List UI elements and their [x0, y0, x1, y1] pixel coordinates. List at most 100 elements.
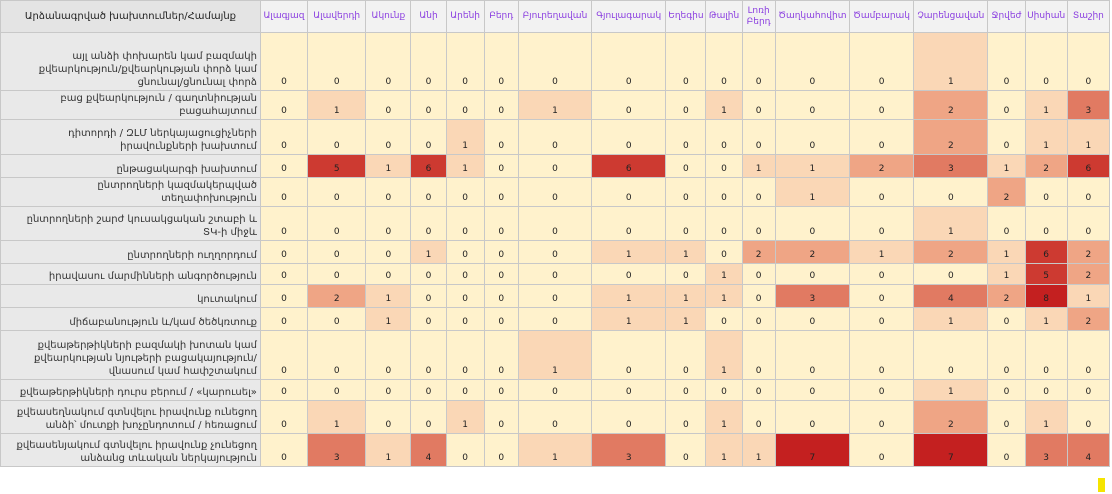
value-cell: 0 [517, 263, 593, 285]
value-cell: 0 [848, 90, 915, 120]
column-header[interactable]: Եղեգիս [665, 0, 707, 33]
value-cell: 0 [1066, 330, 1111, 380]
value-cell: 1 [913, 32, 989, 91]
value-cell: 0 [483, 307, 519, 331]
value-cell: 0 [410, 400, 447, 434]
value-cell: 0 [1066, 32, 1111, 91]
table-row: ընտրողների շարժ կուսակցական շտաբի և ՏԿ-ի… [0, 206, 1111, 241]
value-cell: 2 [848, 154, 915, 178]
row-label: ընտրողների ուղղորդում [0, 240, 261, 264]
value-cell: 6 [1066, 154, 1111, 178]
value-cell: 0 [410, 284, 447, 308]
value-cell: 2 [913, 90, 989, 120]
value-cell: 0 [1024, 330, 1068, 380]
column-header[interactable]: Ալավերդի [307, 0, 367, 33]
value-cell: 0 [665, 400, 707, 434]
column-header[interactable]: Սիսիան [1024, 0, 1068, 33]
value-cell: 0 [365, 90, 412, 120]
column-header[interactable]: Բյուրեղավան [517, 0, 593, 33]
table-row: կուտակում 0 2 1 0 0 0 0 1 1 1 0 3 0 4 2 8 1 [0, 284, 1111, 308]
table-row: միճաբանություն և/կամ ծեծկռտուք 0 0 1 0 0 0 0 1 1 0… [0, 307, 1111, 331]
row-label: ընտրողների կազմակերպված տեղափոխություն [0, 177, 261, 207]
row-label: քվեաթերթիկների դուրս բերում / «կարուսել» [0, 379, 261, 401]
value-cell: 5 [1024, 263, 1068, 285]
column-header[interactable]: Ծամբարակ [848, 0, 915, 33]
value-cell: 0 [591, 177, 667, 207]
value-cell: 0 [591, 330, 667, 380]
value-cell: 2 [774, 240, 850, 264]
value-cell: 0 [445, 177, 485, 207]
value-cell: 0 [517, 119, 593, 155]
value-cell: 1 [987, 263, 1026, 285]
value-cell: 0 [705, 379, 743, 401]
column-header[interactable]: Անի [410, 0, 447, 33]
column-header[interactable]: Ջրվեժ [987, 0, 1026, 33]
column-header[interactable]: Ծաղկահովիտ [774, 0, 850, 33]
table-row: ընտրողների ուղղորդում 0 0 0 1 0 0 0 1 1 0 2 2 1 2 1 6 2 [0, 240, 1111, 264]
value-cell: 0 [517, 400, 593, 434]
column-header[interactable]: Չարենցավան [913, 0, 989, 33]
value-cell: 0 [259, 379, 309, 401]
value-cell: 0 [1024, 206, 1068, 241]
value-cell: 0 [848, 263, 915, 285]
value-cell: 0 [410, 379, 447, 401]
value-cell: 0 [665, 263, 707, 285]
value-cell: 0 [259, 154, 309, 178]
value-cell: 0 [774, 119, 850, 155]
value-cell: 0 [483, 177, 519, 207]
value-cell: 0 [774, 400, 850, 434]
value-cell: 1 [774, 154, 850, 178]
value-cell: 0 [987, 119, 1026, 155]
value-cell: 0 [913, 263, 989, 285]
column-header[interactable]: Տաշիր [1066, 0, 1111, 33]
value-cell: 1 [665, 240, 707, 264]
value-cell: 1 [1024, 400, 1068, 434]
value-cell: 1 [1024, 307, 1068, 331]
value-cell: 0 [848, 379, 915, 401]
value-cell: 0 [259, 206, 309, 241]
value-cell: 3 [913, 154, 989, 178]
column-header[interactable]: Բերդ [483, 0, 519, 33]
value-cell: 0 [445, 32, 485, 91]
value-cell: 1 [705, 90, 743, 120]
value-cell: 0 [517, 154, 593, 178]
highlight-marker [1098, 478, 1105, 492]
value-cell: 1 [410, 240, 447, 264]
value-cell: 1 [1024, 90, 1068, 120]
value-cell: 0 [517, 284, 593, 308]
column-header[interactable]: Ակունք [365, 0, 412, 33]
value-cell: 0 [259, 240, 309, 264]
value-cell: 1 [987, 240, 1026, 264]
violations-table: Արձանագրված խախտումներ/Համայնք Ալագյազ Ալ… [0, 0, 1111, 467]
value-cell: 0 [665, 177, 707, 207]
table-row: իրավասու մարմինների անգործություն 0 0 0 0 0 0 0… [0, 263, 1111, 285]
value-cell: 1 [705, 284, 743, 308]
row-label: ընտրողների շարժ կուսակցական շտաբի և ՏԿ-ի… [0, 206, 261, 241]
value-cell: 1 [591, 240, 667, 264]
column-header[interactable]: Ալագյազ [259, 0, 309, 33]
value-cell: 2 [913, 240, 989, 264]
value-cell: 0 [741, 119, 776, 155]
value-cell: 0 [483, 433, 519, 467]
value-cell: 0 [307, 330, 367, 380]
value-cell: 1 [591, 307, 667, 331]
value-cell: 1 [445, 154, 485, 178]
value-cell: 0 [1024, 177, 1068, 207]
row-label: քվեաթերթիկների բազմակի խոտան կամ քվեարկո… [0, 330, 261, 380]
row-label: դիտորդի / ԶԼՄ ներկայացուցիչների իրավունք… [0, 119, 261, 155]
value-cell: 4 [410, 433, 447, 467]
value-cell: 7 [913, 433, 989, 467]
row-label: միճաբանություն և/կամ ծեծկռտուք [0, 307, 261, 331]
value-cell: 1 [665, 307, 707, 331]
column-header[interactable]: Արենի [445, 0, 485, 33]
column-header[interactable]: Լոռի Բերդ [741, 0, 776, 33]
column-header[interactable]: Գյուլագարակ [591, 0, 667, 33]
value-cell: 2 [1024, 154, 1068, 178]
value-cell: 0 [591, 90, 667, 120]
value-cell: 0 [848, 330, 915, 380]
value-cell: 0 [410, 90, 447, 120]
column-header[interactable]: Թալին [705, 0, 743, 33]
value-cell: 1 [705, 330, 743, 380]
value-cell: 1 [913, 379, 989, 401]
value-cell: 0 [987, 90, 1026, 120]
